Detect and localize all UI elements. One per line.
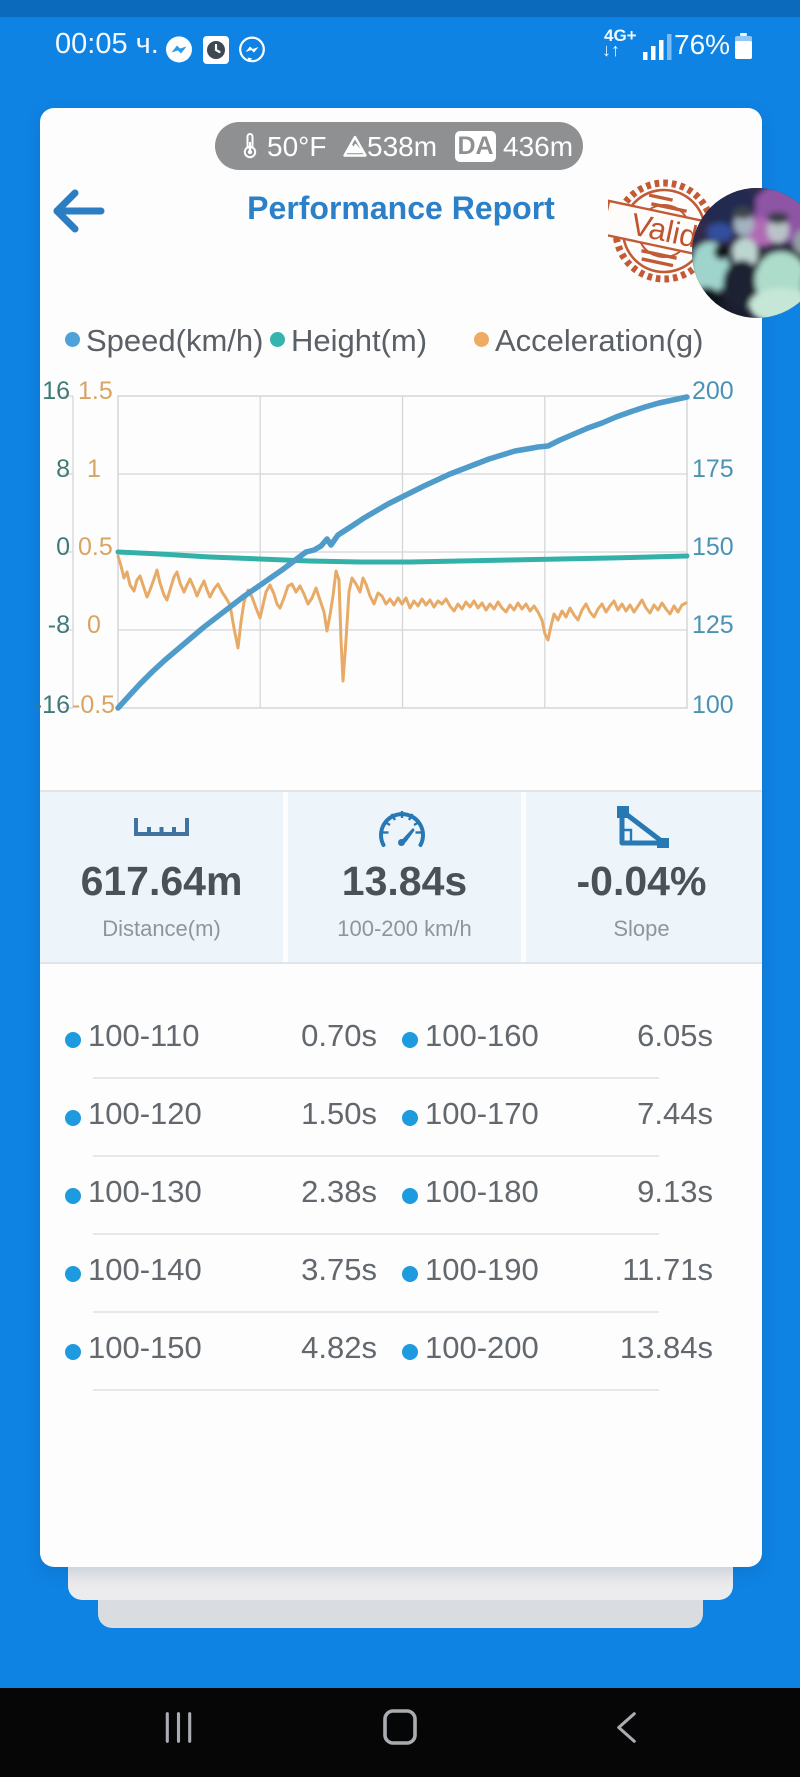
svg-text:0.5: 0.5 <box>78 533 113 561</box>
svg-text:Valid: Valid <box>628 206 700 254</box>
svg-text:200: 200 <box>692 377 734 405</box>
svg-text:-0.5: -0.5 <box>72 691 115 719</box>
svg-text:-16: -16 <box>34 691 70 719</box>
svg-text:-8: -8 <box>48 611 70 639</box>
svg-text:8: 8 <box>56 455 70 483</box>
svg-text:125: 125 <box>692 611 734 639</box>
svg-text:150: 150 <box>692 533 734 561</box>
svg-text:16: 16 <box>42 377 70 405</box>
svg-text:100: 100 <box>692 691 734 719</box>
svg-text:0: 0 <box>87 611 101 639</box>
svg-text:1.5: 1.5 <box>78 377 113 405</box>
svg-text:1: 1 <box>87 455 101 483</box>
svg-text:0: 0 <box>56 533 70 561</box>
svg-text:175: 175 <box>692 455 734 483</box>
